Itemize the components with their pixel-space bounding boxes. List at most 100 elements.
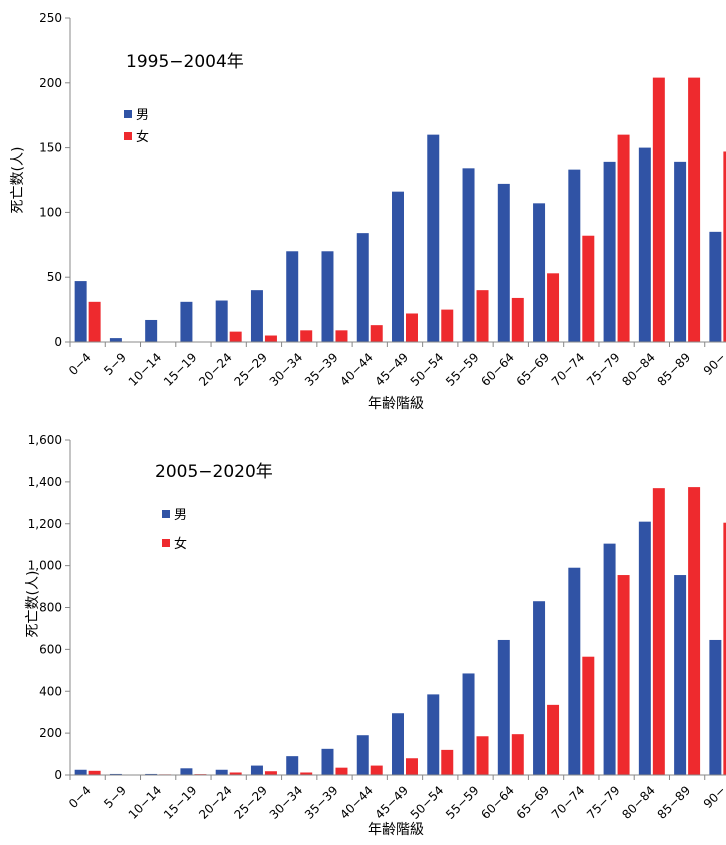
x-tick-label: 20−24 xyxy=(196,350,235,389)
x-tick-label: 65−69 xyxy=(514,783,553,822)
bars-group xyxy=(74,487,726,775)
x-tick-label: 90− xyxy=(701,783,726,811)
x-tick-label: 85−89 xyxy=(655,350,694,389)
bar-male xyxy=(321,748,334,775)
bar-female xyxy=(511,734,524,775)
x-tick-label: 45−49 xyxy=(373,783,412,822)
bar-male xyxy=(427,694,440,775)
y-tick-label: 600 xyxy=(39,642,62,656)
bar-male xyxy=(215,769,228,775)
x-tick-label: 5−9 xyxy=(101,783,129,811)
bar-female xyxy=(511,297,524,342)
legend-swatch-female xyxy=(124,132,132,140)
bar-female xyxy=(652,488,665,775)
x-tick-label: 55−59 xyxy=(443,350,482,389)
x-tick-label: 25−29 xyxy=(231,350,270,389)
y-tick-label: 150 xyxy=(39,141,62,155)
x-tick-label: 15−19 xyxy=(161,350,200,389)
bar-female xyxy=(723,522,726,775)
x-axis-label: 年齢階級 xyxy=(368,822,424,838)
bar-male xyxy=(321,251,334,342)
bar-female xyxy=(723,151,726,342)
x-tick-label: 10−14 xyxy=(126,783,165,822)
x-tick-label: 85−89 xyxy=(655,783,694,822)
x-tick-label: 45−49 xyxy=(373,350,412,389)
x-tick-label: 40−44 xyxy=(337,350,376,389)
chart-1995-2004: 0 50 100 150 200 250 0−4 5−910−1415−1920−2425−… xyxy=(10,11,726,412)
bar-male xyxy=(286,251,299,342)
bar-male xyxy=(709,231,722,342)
x-tick-label: 75−79 xyxy=(584,783,623,822)
x-tick-label: 50−54 xyxy=(408,350,447,389)
bar-male xyxy=(674,575,687,775)
bar-female xyxy=(441,749,454,775)
bar-male xyxy=(638,147,651,342)
y-tick-label: 0 xyxy=(54,768,62,782)
y-tick-label: 1,200 xyxy=(28,517,62,531)
bar-male xyxy=(109,773,122,775)
bar-female xyxy=(652,77,665,342)
x-tick-label: 35−39 xyxy=(302,783,341,822)
bar-male xyxy=(392,191,404,342)
y-tick-label: 100 xyxy=(39,205,62,219)
legend-label-male: 男 xyxy=(136,108,149,123)
x-tick-label: 35−39 xyxy=(302,350,341,389)
x-tick-label: 90− xyxy=(701,350,726,378)
bar-male xyxy=(145,319,158,342)
bar-male xyxy=(462,673,475,775)
y-tick-label: 200 xyxy=(39,76,62,90)
bar-male xyxy=(462,168,475,342)
bar-female xyxy=(335,767,348,775)
bar-male xyxy=(674,161,687,342)
x-tick-label: 10−14 xyxy=(126,350,165,389)
bar-male xyxy=(250,765,263,775)
y-tick-label: 400 xyxy=(39,684,62,698)
x-tick-label: 30−34 xyxy=(267,783,306,822)
bar-male xyxy=(74,281,87,342)
bar-male xyxy=(392,713,404,775)
bar-female xyxy=(229,331,242,342)
x-tick-label: 30−34 xyxy=(267,350,306,389)
bar-female xyxy=(300,772,313,775)
x-axis-label: 年齢階級 xyxy=(368,396,424,412)
bar-male xyxy=(180,768,193,775)
bar-female xyxy=(582,656,595,775)
y-axis-label: 死亡数(人) xyxy=(25,571,41,638)
bar-male xyxy=(568,169,581,342)
bar-female xyxy=(476,290,489,342)
x-tick-label: 65−69 xyxy=(514,350,553,389)
x-tick-label: 0−4 xyxy=(66,783,94,811)
bar-male xyxy=(533,203,546,342)
y-tick-label: 1,400 xyxy=(28,475,62,489)
y-tick-labels: 0 200 400 600 800 1,000 1,200 1,400 1,600 xyxy=(28,433,62,782)
bar-male xyxy=(533,601,546,775)
legend-label-female: 女 xyxy=(136,129,149,145)
x-tick-label: 0−4 xyxy=(66,350,94,378)
bar-male xyxy=(74,769,87,775)
y-tick-label: 1,000 xyxy=(28,559,62,573)
x-tick-label: 75−79 xyxy=(584,350,623,389)
bar-male xyxy=(603,543,616,775)
bar-male xyxy=(497,639,510,775)
y-axis-label: 死亡数(人) xyxy=(10,147,26,214)
x-tick-label: 50−54 xyxy=(408,783,447,822)
legend: 男 女 xyxy=(124,108,149,145)
bar-female xyxy=(441,309,454,342)
bar-male xyxy=(250,290,263,342)
legend-swatch-male xyxy=(162,510,170,518)
bar-female xyxy=(370,765,383,775)
bar-male xyxy=(180,301,193,342)
y-tick-label: 200 xyxy=(39,726,62,740)
x-tick-label: 15−19 xyxy=(161,783,200,822)
x-tick-label: 20−24 xyxy=(196,783,235,822)
y-tick-label: 0 xyxy=(54,335,62,349)
x-tick-labels: 0−4 5−910−1415−1920−2425−2930−3435−3940−4… xyxy=(66,783,726,822)
bar-male xyxy=(638,521,651,775)
legend: 男 女 xyxy=(162,508,187,552)
bar-female xyxy=(370,325,383,342)
bar-male xyxy=(497,183,510,342)
bar-male xyxy=(709,639,722,775)
bar-female xyxy=(688,487,701,775)
bar-male xyxy=(215,300,228,342)
y-tick-label: 800 xyxy=(39,601,62,615)
